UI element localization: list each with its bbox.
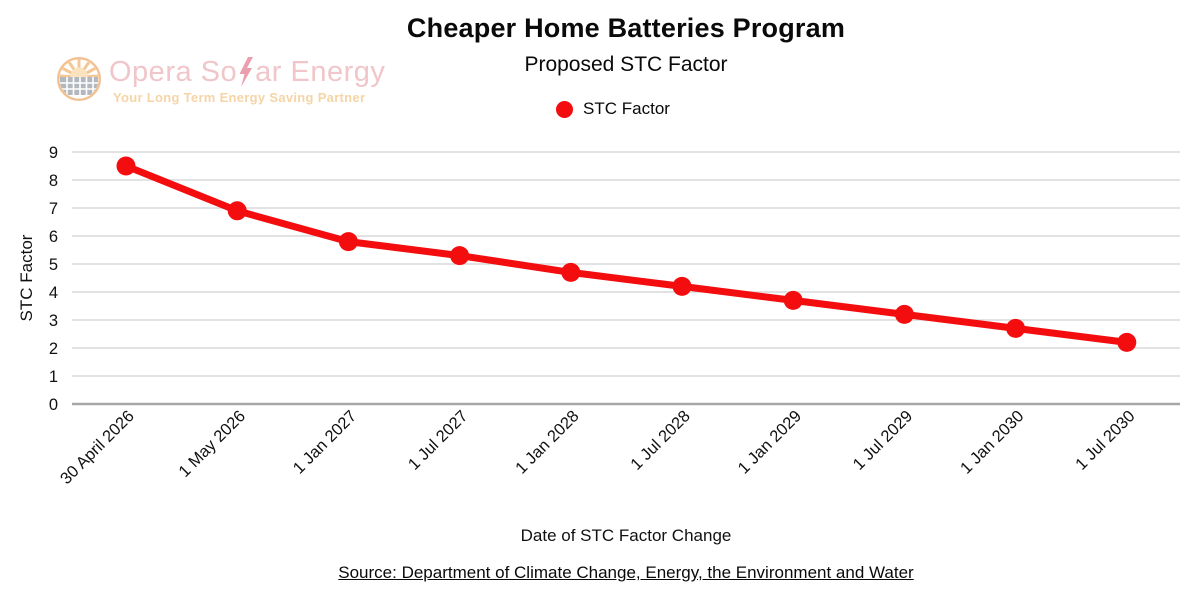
data-point-3 — [450, 246, 470, 266]
x-tick-label: 1 Jan 2027 — [290, 407, 360, 477]
data-point-5 — [672, 276, 692, 296]
y-tick-label: 3 — [49, 312, 58, 330]
chart-subtitle: Proposed STC Factor — [524, 53, 728, 76]
sun-solar-panel-icon — [57, 57, 101, 101]
data-point-8 — [1006, 318, 1026, 338]
legend-marker-stc-factor — [556, 100, 574, 118]
y-tick-label: 8 — [49, 172, 58, 190]
x-tick-label: 1 Jul 2027 — [405, 407, 472, 474]
y-tick-label: 0 — [49, 396, 58, 414]
lightning-bolt-icon — [239, 57, 254, 87]
logo-brand-text: Opera So ar Energy — [109, 57, 385, 87]
x-tick-label: 30 April 2026 — [57, 407, 138, 488]
data-point-0 — [116, 156, 136, 176]
y-axis-title: STC Factor — [17, 234, 36, 322]
y-tick-label: 4 — [49, 284, 58, 302]
x-tick-label: 1 Jan 2029 — [735, 407, 805, 477]
y-tick-label: 6 — [49, 228, 58, 246]
logo-opera-solar-energy: Opera So ar Energy Your Long Term Energy… — [56, 57, 385, 105]
y-tick-label: 7 — [49, 200, 58, 218]
y-tick-label: 1 — [49, 368, 58, 386]
legend-label-stc-factor: STC Factor — [583, 99, 670, 118]
x-axis-title: Date of STC Factor Change — [520, 526, 732, 545]
data-point-9 — [1117, 332, 1137, 352]
chart-title: Cheaper Home Batteries Program — [406, 13, 846, 43]
y-tick-label: 9 — [49, 144, 58, 162]
x-tick-label: 1 Jul 2030 — [1072, 407, 1139, 474]
x-tick-label: 1 Jan 2028 — [512, 407, 582, 477]
stc-factor-line — [122, 162, 1131, 346]
source-link[interactable]: Source: Department of Climate Change, En… — [338, 563, 914, 582]
data-point-2 — [338, 232, 358, 252]
logo-tagline: Your Long Term Energy Saving Partner — [113, 90, 366, 105]
data-point-4 — [561, 262, 581, 282]
y-tick-label: 5 — [49, 256, 58, 274]
x-tick-label: 1 Jul 2029 — [850, 407, 917, 474]
x-tick-label: 1 Jul 2028 — [627, 407, 694, 474]
data-point-6 — [783, 290, 803, 310]
data-point-7 — [894, 304, 914, 324]
logo-brand-right: ar Energy — [255, 56, 386, 88]
legend: STC Factor — [26, 99, 1200, 119]
logo-brand-left: Opera So — [109, 56, 238, 88]
x-tick-label: 1 Jan 2030 — [957, 407, 1027, 477]
data-point-1 — [227, 201, 247, 221]
y-tick-label: 2 — [49, 340, 58, 358]
x-tick-label: 1 May 2026 — [175, 407, 249, 481]
